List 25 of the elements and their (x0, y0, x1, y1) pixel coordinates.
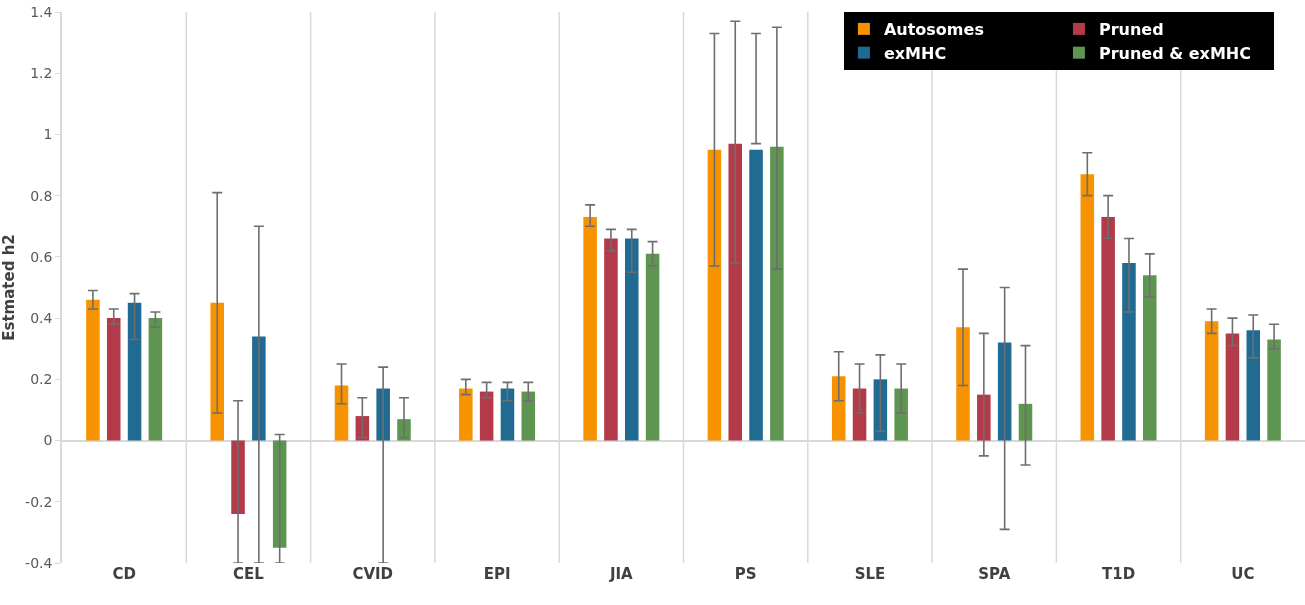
x-tick-label: SLE (854, 565, 886, 583)
x-tick-label: EPI (483, 565, 511, 583)
x-tick-label: CEL (233, 565, 265, 583)
legend-label: Pruned (1098, 20, 1164, 40)
legend-label: exMHC (883, 43, 947, 63)
y-tick-label: 0.6 (30, 248, 53, 265)
y-tick-label: -0.4 (25, 554, 53, 571)
x-tick-label: CD (112, 565, 136, 583)
y-tick-label: -0.2 (25, 493, 53, 510)
y-tick-label: 0.2 (30, 371, 53, 388)
x-tick-label: JIA (608, 565, 634, 583)
legend-label: Autosomes (883, 20, 984, 40)
x-tick-label: T1D (1101, 565, 1136, 583)
y-axis-title: Estmated h2 (0, 234, 18, 341)
x-tick-label: SPA (978, 565, 1011, 583)
legend-label: Pruned & exMHC (1098, 43, 1251, 63)
y-tick-label: 1.4 (30, 3, 53, 20)
y-tick-label: 0.8 (30, 187, 53, 204)
x-tick-label: CVID (352, 565, 394, 583)
y-tick-label: 0 (43, 432, 53, 449)
y-tick-label: 0.4 (30, 310, 53, 327)
x-tick-label: UC (1231, 565, 1255, 583)
y-tick-label: 1 (43, 126, 53, 143)
x-tick-label: PS (734, 565, 757, 583)
y-tick-label: 1.2 (30, 65, 53, 82)
